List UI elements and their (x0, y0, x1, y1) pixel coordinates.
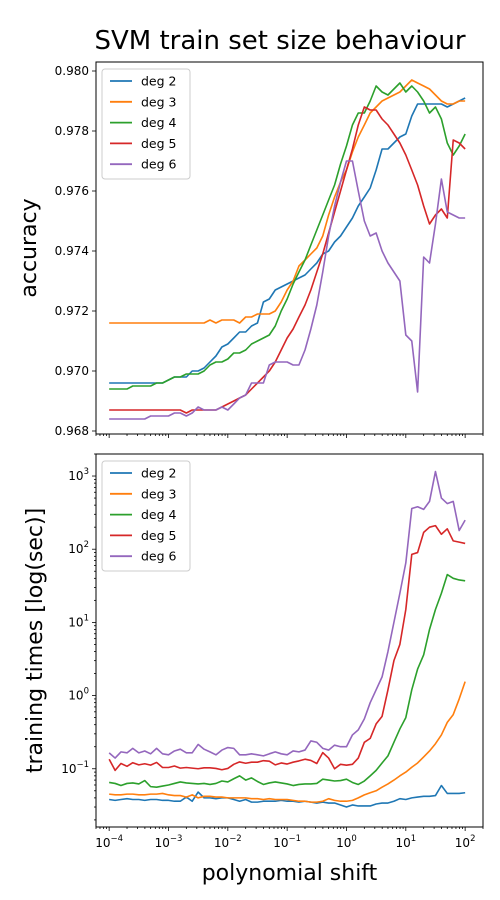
series-line-deg-4 (109, 573, 466, 788)
series-line-deg-4 (109, 82, 466, 390)
legend-entry-label: deg 4 (141, 115, 177, 130)
chart-title: SVM train set size behaviour (94, 26, 465, 56)
y-tick-label: 0.970 (55, 364, 89, 378)
y-tick-label: 0.976 (55, 184, 89, 198)
x-tick-label: 100 (336, 834, 357, 850)
y-axis-label: accuracy (17, 198, 42, 297)
y-tick-label-exponent: 2 (84, 540, 89, 550)
y-tick-label-exponent: 3 (84, 467, 89, 477)
series-group (108, 470, 466, 808)
legend-entry-label: deg 4 (141, 507, 177, 522)
x-tick-label-base: 10 (395, 836, 410, 850)
y-tick-label: 0.972 (55, 304, 89, 318)
x-axis-label: polynomial shift (202, 861, 378, 886)
y-tick-label-base: 10 (61, 762, 76, 776)
y-tick-label: 102 (68, 540, 89, 556)
x-tick-label-base: 10 (155, 836, 170, 850)
legend: deg 2 deg 3 deg 4 deg 5 deg 6 (101, 68, 191, 180)
x-tick-label: 10−4 (95, 834, 123, 850)
x-tick-label-exponent: −2 (229, 834, 242, 844)
y-tick-label-exponent: −1 (76, 760, 89, 770)
x-tick-label-base: 10 (455, 836, 470, 850)
series-line-deg-2 (109, 784, 466, 808)
x-tick-label-base: 10 (214, 836, 229, 850)
y-tick-label-base: 10 (68, 469, 83, 483)
x-tick-label: 10−3 (155, 834, 183, 850)
x-tick-label-exponent: −3 (170, 834, 183, 844)
plot-frame (95, 61, 484, 435)
y-tick-label-base: 10 (68, 689, 83, 703)
x-tick-label-exponent: −1 (289, 834, 302, 844)
series-line-deg-3 (109, 681, 466, 803)
legend-entry-label: deg 3 (141, 94, 177, 109)
legend-entry-label: deg 2 (141, 74, 177, 89)
x-tick-label-exponent: 1 (411, 834, 416, 844)
x-tick-label-exponent: 0 (351, 834, 356, 844)
y-tick-label-base: 10 (68, 542, 83, 556)
x-tick-label-base: 10 (273, 836, 288, 850)
y-tick-label: 0.974 (55, 244, 89, 258)
series-line-deg-5 (108, 524, 466, 772)
y-tick-label: 0.968 (55, 424, 89, 438)
panel-1: 0.968 0.970 0.972 0.974 0.976 0.978 0.980 accur… (17, 61, 484, 438)
x-tick-label: 10−2 (214, 834, 242, 850)
x-tick-label-exponent: 2 (470, 834, 475, 844)
series-line-deg-6 (109, 160, 466, 420)
panel-2: 10−4 10−3 10−2 10−1 100 101 10210−110010110210… (23, 453, 484, 886)
legend-entry-label: deg 5 (141, 528, 177, 543)
chart-panels: 0.968 0.970 0.972 0.974 0.976 0.978 0.980 accur… (17, 61, 484, 886)
legend: deg 2 deg 3 deg 4 deg 5 deg 6 (101, 460, 191, 572)
y-tick-label: 101 (68, 613, 89, 629)
legend-box (101, 460, 191, 572)
x-tick-label: 102 (455, 834, 476, 850)
y-tick-label: 0.978 (55, 124, 89, 138)
y-tick-label: 100 (68, 687, 89, 703)
y-tick-label: 0.980 (55, 64, 89, 78)
legend-entry-label: deg 5 (141, 136, 177, 151)
y-axis-label: training times [log(sec)] (23, 508, 48, 773)
legend-entry-label: deg 2 (141, 466, 177, 481)
plot-frame (95, 453, 484, 828)
y-tick-label: 10−1 (61, 760, 89, 776)
y-tick-label: 103 (68, 467, 89, 483)
x-tick-label-base: 10 (95, 836, 110, 850)
y-tick-label-exponent: 0 (84, 687, 89, 697)
series-line-deg-5 (109, 106, 466, 414)
y-tick-label-exponent: 1 (84, 613, 89, 623)
series-group (109, 79, 466, 420)
series-line-deg-6 (108, 470, 466, 759)
x-tick-label-exponent: −4 (111, 834, 124, 844)
legend-entry-label: deg 3 (141, 486, 177, 501)
x-tick-label: 101 (395, 834, 416, 850)
legend-entry-label: deg 6 (141, 157, 177, 172)
y-tick-label-base: 10 (68, 615, 83, 629)
legend-entry-label: deg 6 (141, 549, 177, 564)
legend-box (101, 68, 191, 180)
x-tick-label-base: 10 (336, 836, 351, 850)
series-line-deg-3 (109, 79, 466, 324)
x-tick-label: 10−1 (273, 834, 301, 850)
